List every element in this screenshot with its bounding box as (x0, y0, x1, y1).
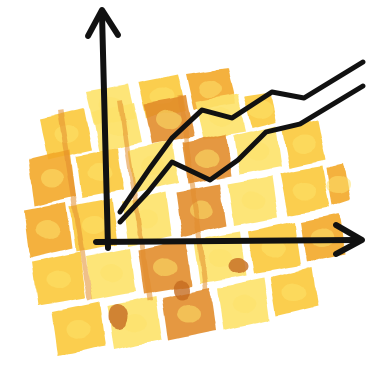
upper-trend-line (117, 59, 366, 215)
gold-bar-highlight (199, 80, 223, 98)
gold-bar-highlight (153, 258, 177, 277)
gold-bar-highlight (157, 111, 181, 129)
line-chart (85, 7, 366, 257)
gold-bars-grid (24, 68, 350, 356)
y-axis-arrow-icon (85, 7, 121, 39)
gold-bar-highlight (47, 270, 71, 289)
gold-bar-highlight (208, 249, 232, 267)
gold-bar-highlight (82, 216, 106, 234)
gold-bar-highlight (326, 175, 350, 194)
gold-bar-highlight (282, 283, 306, 301)
lower-trend-line (117, 83, 366, 225)
shadow-blotch (174, 280, 190, 300)
gold-bar-highlight (99, 265, 123, 283)
shadow-blotch (109, 304, 127, 328)
gold-bar-highlight (67, 320, 91, 338)
shadow-blotch (228, 258, 248, 274)
gold-bar-highlight (293, 182, 317, 200)
gold-bar-highlight (241, 192, 265, 210)
gold-bar-highlight (36, 220, 60, 239)
gold-bar-highlight (262, 239, 286, 258)
y-axis (99, 11, 111, 251)
gold-bar-highlight (232, 295, 256, 313)
x-axis-arrow-icon (333, 222, 365, 257)
gold-bar-highlight (123, 314, 147, 332)
watercolor-streak (57, 109, 93, 301)
gold-bar-highlight (177, 305, 201, 323)
gold-bar-highlight (195, 150, 219, 168)
watercolor-streak (117, 99, 153, 301)
gold-bar-highlight (40, 169, 64, 187)
x-axis (93, 237, 359, 245)
gold-bar-highlight (292, 135, 316, 153)
